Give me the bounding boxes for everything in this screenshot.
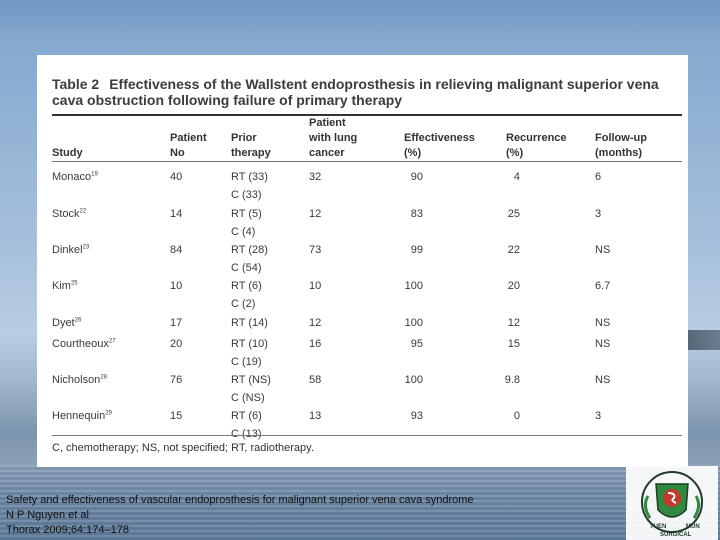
cell-effectiveness: 83 xyxy=(410,208,423,220)
cell-effectiveness: 93 xyxy=(410,410,423,422)
cell-prior-therapy: RT (28) xyxy=(231,244,268,256)
cell-followup: 6 xyxy=(595,171,602,183)
table-card: Table 2 Effectiveness of the Wallstent en… xyxy=(37,55,688,467)
cell-patients: 10 xyxy=(170,280,183,292)
surgical-society-crest-icon: TUEN MUN SURGICAL xyxy=(626,466,718,540)
citation: Safety and effectiveness of vascular end… xyxy=(6,493,474,538)
cell-study: Dyet26 xyxy=(52,317,82,329)
cell-prior-therapy: RT (6) xyxy=(231,280,262,292)
cell-lung-cancer: 32 xyxy=(309,171,322,183)
cell-prior-therapy: C (2) xyxy=(231,298,256,310)
header-prior-therapy: Prior therapy xyxy=(231,132,271,159)
background-shoreline xyxy=(688,330,720,350)
cell-recurrence: 4 xyxy=(513,171,520,183)
table-header-rule xyxy=(52,161,682,162)
cell-prior-therapy: C (19) xyxy=(231,356,262,368)
cell-study-ref: 27 xyxy=(108,338,116,345)
cell-study: Monaco19 xyxy=(52,171,98,183)
cell-prior-therapy: RT (10) xyxy=(231,338,268,350)
cell-study-ref: 28 xyxy=(100,374,107,381)
table-top-rule xyxy=(52,114,682,116)
cell-effectiveness: 100 xyxy=(404,374,423,386)
cell-prior-therapy: RT (5) xyxy=(231,208,262,220)
cell-lung-cancer: 58 xyxy=(309,374,322,386)
cell-study-ref: 26 xyxy=(74,317,82,324)
cell-study-ref: 23 xyxy=(82,244,90,251)
cell-prior-therapy: C (NS) xyxy=(231,392,265,404)
cell-effectiveness: 100 xyxy=(404,280,423,292)
cell-study-ref: 19 xyxy=(91,171,98,178)
cell-lung-cancer: 16 xyxy=(309,338,322,350)
cell-prior-therapy: RT (33) xyxy=(231,171,268,183)
cell-followup: 3 xyxy=(595,410,602,422)
cell-followup: NS xyxy=(595,374,611,386)
cell-recurrence: 0 xyxy=(513,410,520,422)
cell-recurrence: 9.8 xyxy=(504,374,520,386)
cell-followup: 3 xyxy=(595,208,602,220)
cell-study-ref: 22 xyxy=(79,208,87,215)
header-followup: Follow-up (months) xyxy=(595,132,647,159)
cell-recurrence: 12 xyxy=(507,317,520,329)
citation-authors: N P Nguyen et al xyxy=(6,509,89,521)
cell-followup: NS xyxy=(595,338,611,350)
table-number: Table 2 xyxy=(52,76,100,92)
cell-effectiveness: 100 xyxy=(404,317,423,329)
table-caption: Table 2 Effectiveness of the Wallstent en… xyxy=(52,76,682,108)
cell-patients: 14 xyxy=(170,208,183,220)
cell-lung-cancer: 10 xyxy=(309,280,322,292)
cell-prior-therapy: RT (6) xyxy=(231,410,262,422)
cell-effectiveness: 90 xyxy=(410,171,423,183)
cell-recurrence: 15 xyxy=(507,338,520,350)
cell-patients: 15 xyxy=(170,410,183,422)
cell-lung-cancer: 73 xyxy=(309,244,322,256)
cell-patients: 40 xyxy=(170,171,183,183)
cell-followup: NS xyxy=(595,244,611,256)
cell-study: Hennequin29 xyxy=(52,410,112,422)
cell-prior-therapy: C (13) xyxy=(231,428,262,440)
svg-text:MUN: MUN xyxy=(686,524,700,530)
cell-study-ref: 29 xyxy=(105,410,112,417)
cell-lung-cancer: 12 xyxy=(309,208,322,220)
header-recurrence: Recurrence (%) xyxy=(506,132,567,159)
cell-recurrence: 22 xyxy=(507,244,520,256)
cell-study-ref: 25 xyxy=(70,280,78,287)
cell-followup: 6.7 xyxy=(595,280,611,292)
cell-prior-therapy: RT (NS) xyxy=(231,374,271,386)
cell-patients: 84 xyxy=(170,244,183,256)
cell-effectiveness: 95 xyxy=(410,338,423,350)
citation-journal: Thorax 2009;64:174–178 xyxy=(6,524,129,536)
cell-patients: 17 xyxy=(170,317,183,329)
cell-prior-therapy: RT (14) xyxy=(231,317,268,329)
cell-prior-therapy: C (54) xyxy=(231,262,262,274)
cell-recurrence: 20 xyxy=(507,280,520,292)
cell-study: Dinkel23 xyxy=(52,244,90,256)
cell-prior-therapy: C (4) xyxy=(231,226,256,238)
cell-study: Stock22 xyxy=(52,208,87,220)
cell-followup: NS xyxy=(595,317,611,329)
header-study: Study xyxy=(52,147,83,159)
cell-prior-therapy: C (33) xyxy=(231,189,262,201)
cell-study: Kim25 xyxy=(52,280,78,292)
svg-text:SURGICAL: SURGICAL xyxy=(660,532,692,538)
cell-effectiveness: 99 xyxy=(410,244,423,256)
cell-recurrence: 25 xyxy=(507,208,520,220)
table-bottom-rule xyxy=(52,435,682,436)
table-title: Effectiveness of the Wallstent endoprost… xyxy=(52,76,659,108)
cell-study: Nicholson28 xyxy=(52,374,107,386)
header-effectiveness: Effectiveness (%) xyxy=(404,132,475,159)
citation-title: Safety and effectiveness of vascular end… xyxy=(6,494,474,506)
table-footnote: C, chemotherapy; NS, not specified; RT, … xyxy=(52,442,314,454)
header-patients: Patient No xyxy=(170,132,207,159)
cell-lung-cancer: 12 xyxy=(309,317,322,329)
cell-study: Courtheoux27 xyxy=(52,338,116,350)
cell-lung-cancer: 13 xyxy=(309,410,322,422)
svg-text:TUEN: TUEN xyxy=(650,524,666,530)
background-water xyxy=(0,465,720,540)
cell-patients: 76 xyxy=(170,374,183,386)
cell-patients: 20 xyxy=(170,338,183,350)
header-lung-cancer: Patient with lung cancer xyxy=(309,117,358,159)
